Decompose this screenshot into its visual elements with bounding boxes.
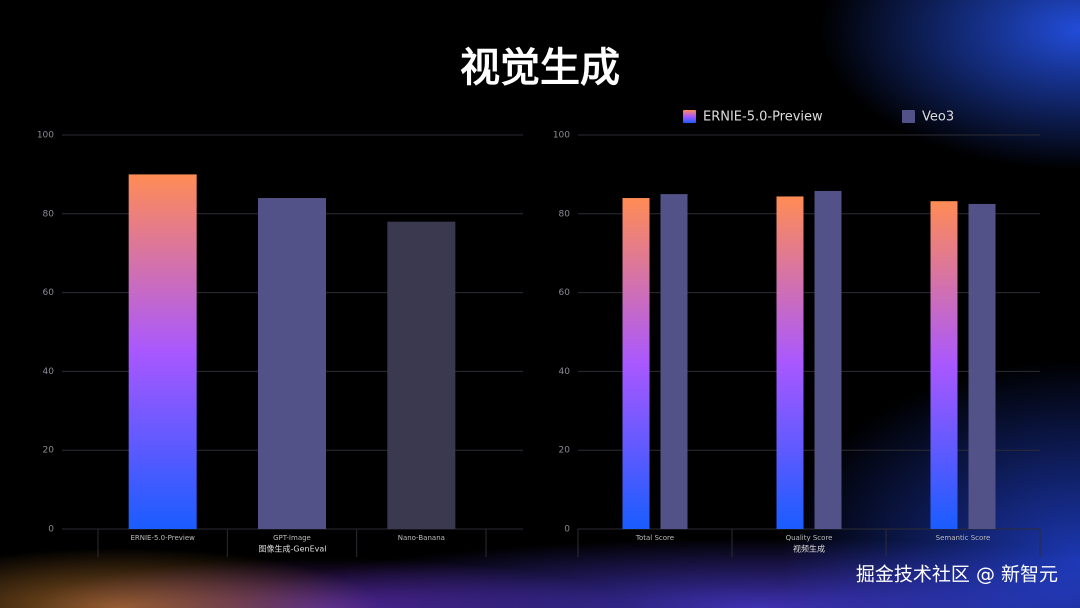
bar [660,194,688,529]
x-axis-label: 图像生成-GenEval [259,544,327,554]
x-tick-label: Semantic Score [936,534,991,542]
bar [128,174,197,529]
bar [387,221,456,529]
legend-label: ERNIE-5.0-Preview [703,110,823,125]
bar [622,198,650,530]
y-tick-label: 60 [43,288,55,298]
bar [258,198,326,530]
x-tick-label: GPT-Image [273,534,311,542]
legend-swatch [902,110,915,123]
bar [968,203,996,529]
x-tick-label: Quality Score [786,534,833,542]
bar [814,190,842,529]
legend-label: Veo3 [922,110,954,125]
y-tick-label: 80 [559,209,571,219]
bar [930,201,958,529]
y-tick-label: 0 [564,525,570,535]
y-tick-label: 80 [43,209,55,219]
slide-title: 视觉生成 [460,45,620,91]
y-tick-label: 60 [559,288,571,298]
y-tick-label: 100 [37,131,54,141]
x-tick-label: Nano-Banana [398,534,445,542]
bar [776,196,804,530]
y-tick-label: 40 [43,367,55,377]
x-tick-label: ERNIE-5.0-Preview [130,534,195,542]
y-tick-label: 100 [553,131,570,141]
x-tick-label: Total Score [635,534,674,542]
x-axis-label: 视频生成 [793,544,825,554]
watermark: 掘金技术社区 @ 新智元 [856,564,1058,586]
y-tick-label: 20 [559,446,571,456]
y-tick-label: 40 [559,367,571,377]
y-tick-label: 0 [48,525,54,535]
y-tick-label: 20 [43,446,55,456]
legend-swatch [683,110,696,123]
